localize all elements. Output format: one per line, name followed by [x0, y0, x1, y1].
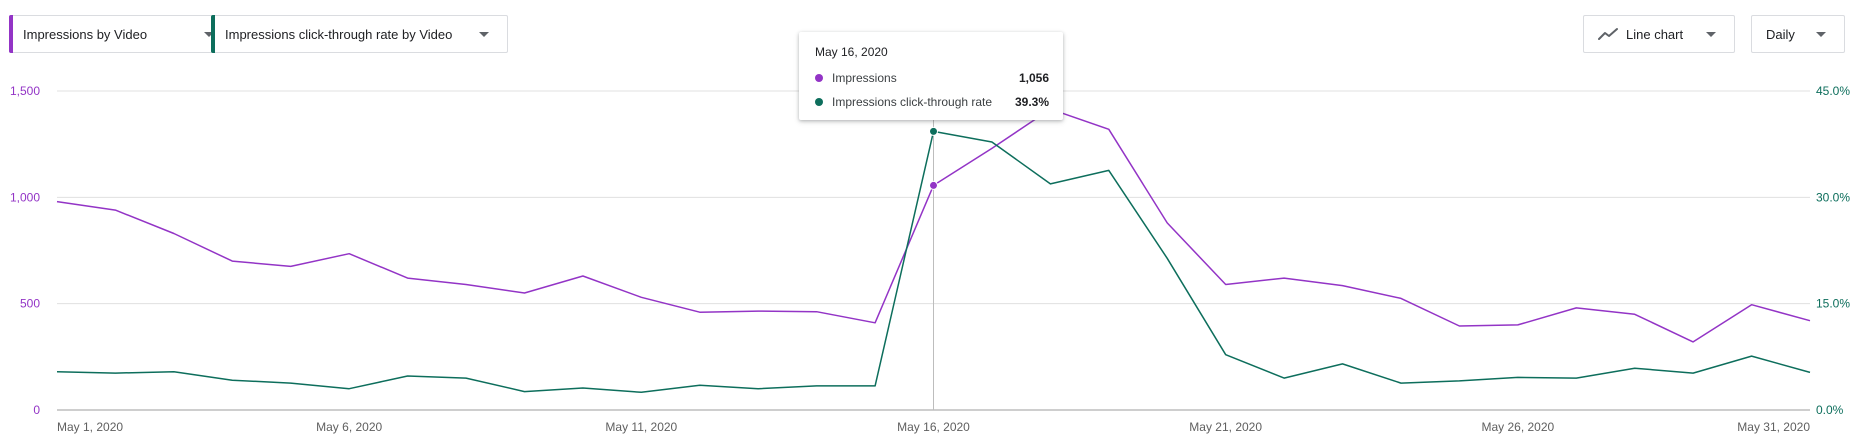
period-label: Daily [1766, 26, 1795, 42]
metric1-label: Impressions by Video [23, 26, 148, 42]
period-dropdown[interactable]: Daily [1751, 15, 1845, 53]
left-axis-tick-label: 0 [33, 403, 40, 417]
left-axis-tick-label: 1,000 [10, 190, 40, 204]
metric1-color-accent [9, 15, 13, 53]
tooltip-dot-impressions [815, 74, 823, 82]
chart-type-label: Line chart [1626, 26, 1684, 42]
chevron-down-icon [204, 32, 214, 37]
tooltip-name: Impressions [832, 71, 897, 85]
line-chart-icon [1598, 27, 1618, 41]
left-axis-tick-label: 1,500 [10, 84, 40, 98]
ctr-highlight-point [929, 126, 938, 136]
chevron-down-icon [479, 32, 489, 37]
tooltip-value: 39.3% [1014, 95, 1049, 109]
chevron-down-icon [1816, 32, 1826, 37]
tooltip-row-impressions: Impressions 1,056 [815, 70, 1049, 86]
chart-tooltip: May 16, 2020 Impressions 1,056 Impressio… [799, 32, 1063, 120]
metric2-label: Impressions click-through rate by Video [225, 26, 453, 42]
x-axis-tick-label: May 16, 2020 [897, 420, 970, 434]
x-axis-tick-label: May 1, 2020 [57, 420, 123, 434]
right-axis-tick-label: 15.0% [1816, 297, 1850, 311]
metric2-dropdown[interactable]: Impressions click-through rate by Video [211, 15, 508, 53]
left-axis-tick-label: 500 [20, 297, 40, 311]
x-axis-tick-label: May 11, 2020 [605, 420, 677, 434]
right-axis-tick-label: 45.0% [1816, 84, 1850, 98]
chevron-down-icon [1706, 32, 1716, 37]
tooltip-date: May 16, 2020 [815, 45, 888, 59]
right-axis-tick-label: 0.0% [1816, 403, 1844, 417]
metric2-color-accent [211, 15, 215, 53]
x-axis-tick-label: May 21, 2020 [1189, 420, 1262, 434]
impressions-highlight-point [929, 180, 938, 190]
metric1-dropdown[interactable]: Impressions by Video [9, 15, 233, 53]
right-axis-tick-label: 30.0% [1816, 190, 1850, 204]
tooltip-row-ctr: Impressions click-through rate 39.3% [815, 94, 1049, 110]
tooltip-name: Impressions click-through rate [832, 95, 993, 109]
x-axis-tick-label: May 6, 2020 [316, 420, 382, 434]
tooltip-dot-ctr [815, 98, 823, 106]
tooltip-value: 1,056 [1018, 71, 1049, 85]
chart-type-dropdown[interactable]: Line chart [1583, 15, 1735, 53]
x-axis-tick-label: May 26, 2020 [1481, 420, 1554, 434]
x-axis-tick-label: May 31, 2020 [1737, 420, 1810, 434]
